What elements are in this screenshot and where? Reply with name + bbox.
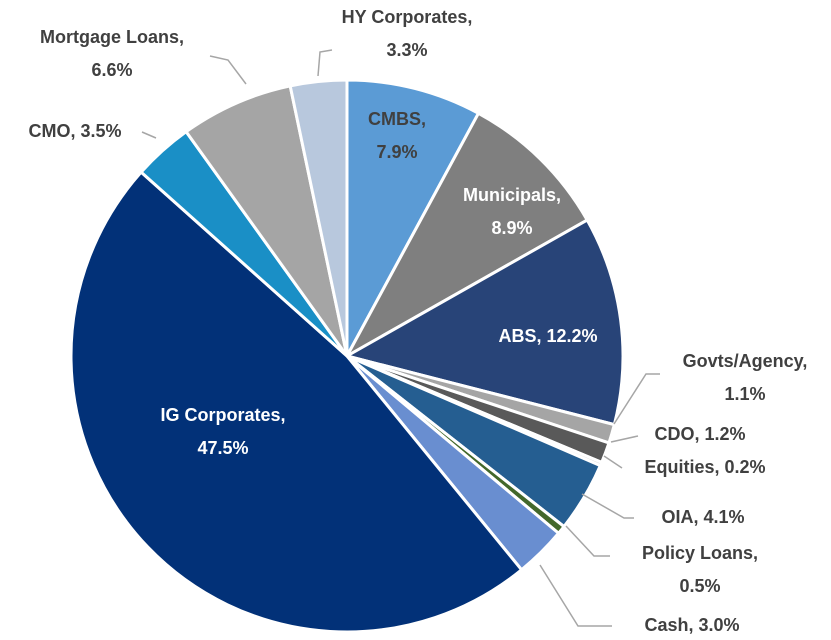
label-name: Govts/Agency, (683, 351, 808, 371)
data-label: CDO, 1.2% (654, 424, 745, 444)
label-value: 12.2% (546, 326, 597, 346)
label-value: 4.1% (703, 507, 744, 527)
label-value: 0.5% (679, 576, 720, 596)
data-label: CMBS, 7.9% (368, 109, 426, 162)
data-label: Govts/Agency, 1.1% (683, 351, 808, 404)
label-value: 0.2% (724, 457, 765, 477)
data-label: IG Corporates, 47.5% (160, 405, 285, 458)
leader-line (613, 373, 660, 425)
data-label: CMO, 3.5% (28, 121, 121, 141)
data-label: Policy Loans, 0.5% (642, 543, 758, 596)
label-value: 3.5% (80, 121, 121, 141)
data-label: Equities, 0.2% (644, 457, 765, 477)
label-name: IG Corporates, (160, 405, 285, 425)
leader-line (209, 55, 247, 85)
label-name: Municipals, (463, 185, 561, 205)
label-name: Mortgage Loans, (40, 27, 184, 47)
label-name: HY Corporates, (342, 7, 473, 27)
label-value: 1.2% (704, 424, 745, 444)
label-value: 1.1% (724, 384, 765, 404)
leader-line (539, 564, 612, 627)
label-value: 8.9% (491, 218, 532, 238)
data-label: Municipals, 8.9% (463, 185, 561, 238)
leader-line (603, 455, 623, 469)
leader-lines (141, 49, 660, 627)
label-name: OIA, (661, 507, 698, 527)
label-name: ABS, (498, 326, 541, 346)
label-value: 3.0% (699, 615, 740, 635)
label-name: Equities, (644, 457, 719, 477)
leader-line (581, 493, 634, 519)
label-name: CDO, (654, 424, 699, 444)
label-value: 3.3% (386, 40, 427, 60)
leader-line (317, 49, 333, 77)
label-name: Cash, (644, 615, 693, 635)
slices (69, 78, 625, 634)
data-label: Mortgage Loans, 6.6% (40, 27, 184, 80)
leader-line (565, 525, 610, 557)
data-label: ABS, 12.2% (498, 326, 597, 346)
label-value: 47.5% (197, 438, 248, 458)
leader-line (141, 131, 157, 139)
label-name: CMBS, (368, 109, 426, 129)
leader-line (610, 435, 639, 443)
data-label: HY Corporates, 3.3% (342, 7, 473, 60)
slice (345, 111, 589, 358)
slice (345, 78, 480, 358)
label-name: Policy Loans, (642, 543, 758, 563)
label-value: 6.6% (91, 60, 132, 80)
label-name: CMO, (28, 121, 75, 141)
slice (184, 84, 349, 358)
slice (69, 170, 524, 634)
data-label: Cash, 3.0% (644, 615, 739, 635)
slice (288, 78, 349, 358)
data-label: OIA, 4.1% (661, 507, 744, 527)
label-value: 7.9% (376, 142, 417, 162)
